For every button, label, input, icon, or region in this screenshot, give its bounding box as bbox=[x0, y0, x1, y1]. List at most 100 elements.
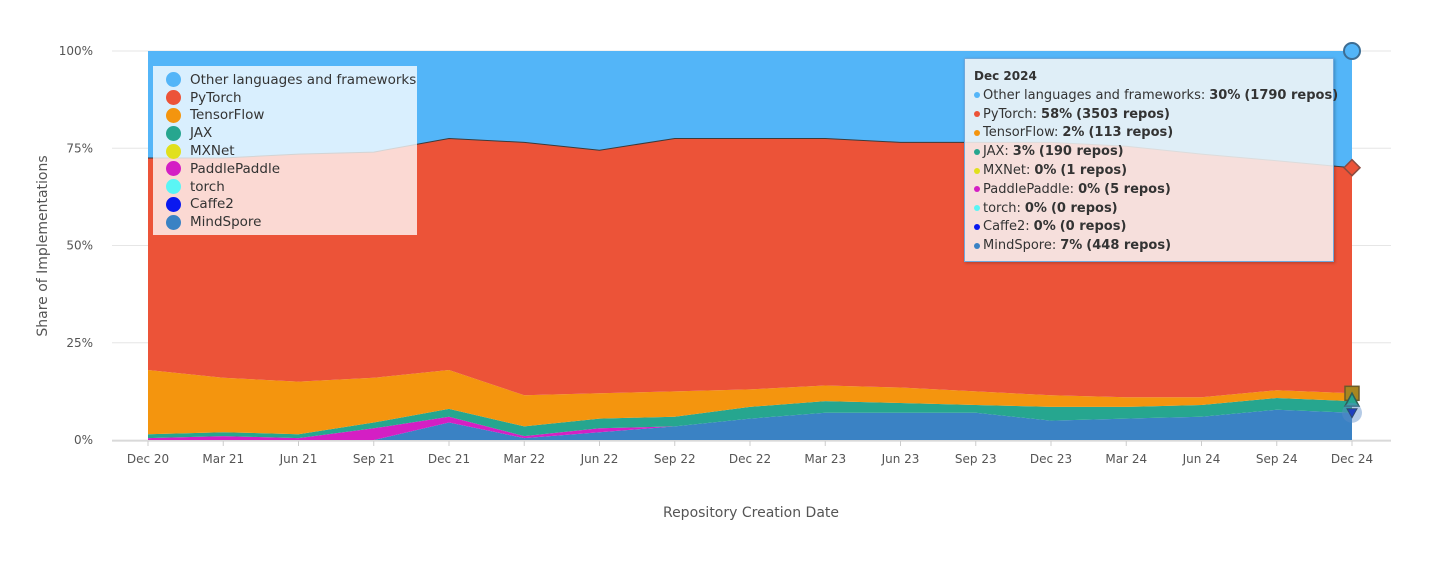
legend-label: PyTorch bbox=[190, 89, 242, 106]
tooltip-title: Dec 2024 bbox=[974, 69, 1037, 83]
x-tick-label: Jun 24 bbox=[1182, 452, 1221, 466]
x-tick-label: Mar 21 bbox=[202, 452, 244, 466]
chart-legend: Other languages and frameworks PyTorch Ten… bbox=[153, 66, 417, 235]
tooltip-repos: (448 repos) bbox=[1086, 238, 1172, 254]
tooltip-repos: (5 repos) bbox=[1104, 181, 1171, 197]
legend-item[interactable]: JAX bbox=[166, 124, 417, 142]
legend-item[interactable]: MindSpore bbox=[166, 213, 417, 231]
x-tick-label: Sep 22 bbox=[654, 452, 696, 466]
tooltip-label: Caffe2: bbox=[983, 219, 1030, 235]
tooltip-value: 0% bbox=[1078, 181, 1101, 197]
tooltip-repos: (0 repos) bbox=[1059, 219, 1127, 235]
tooltip-label: MXNet: bbox=[983, 163, 1031, 179]
x-tick-label: Jun 22 bbox=[580, 452, 619, 466]
marker-pytorch bbox=[1342, 158, 1362, 177]
x-tick-label: Jun 23 bbox=[881, 452, 920, 466]
tooltip-value: 0% bbox=[1033, 219, 1056, 235]
series-dot-icon bbox=[974, 111, 980, 118]
x-tick-label: Mar 22 bbox=[503, 452, 545, 466]
x-tick-label: Dec 22 bbox=[729, 452, 771, 466]
tooltip-label: JAX: bbox=[983, 144, 1009, 160]
x-tick-label: Dec 20 bbox=[127, 452, 169, 466]
marker-mindspore bbox=[1346, 408, 1358, 419]
x-tick-label: Sep 23 bbox=[955, 452, 997, 466]
x-axis-title: Repository Creation Date bbox=[663, 505, 839, 521]
x-tick-label: Dec 23 bbox=[1030, 452, 1072, 466]
tooltip-repos: (0 repos) bbox=[1050, 200, 1118, 216]
tooltip-label: PyTorch: bbox=[983, 106, 1038, 122]
tooltip-label: PaddlePaddle: bbox=[983, 181, 1075, 197]
x-tick-label: Sep 24 bbox=[1256, 452, 1298, 466]
tooltip-repos: (190 repos) bbox=[1038, 144, 1124, 160]
tooltip-repos: (3503 repos) bbox=[1076, 106, 1170, 122]
series-dot-icon bbox=[974, 92, 980, 99]
y-tick-label: 0% bbox=[74, 433, 93, 447]
y-tick-label: 50% bbox=[66, 239, 93, 253]
legend-label: Other languages and frameworks bbox=[190, 71, 417, 88]
tooltip-repos: (1790 repos) bbox=[1244, 87, 1339, 103]
tooltip-value: 30% bbox=[1209, 87, 1241, 103]
y-tick-label: 75% bbox=[66, 141, 93, 155]
tooltip-value: 2% bbox=[1062, 125, 1085, 141]
tooltip-row: JAX: 3% (190 repos) bbox=[974, 142, 1333, 161]
legend-item[interactable]: torch bbox=[166, 178, 417, 196]
area-series-tensorflow[interactable] bbox=[148, 370, 1352, 435]
legend-label: JAX bbox=[190, 125, 213, 142]
tooltip-label: Other languages and frameworks: bbox=[983, 87, 1206, 103]
tooltip-label: MindSpore: bbox=[983, 238, 1057, 254]
tooltip-value: 7% bbox=[1060, 238, 1083, 254]
y-tick-label: 100% bbox=[59, 44, 93, 58]
tooltip-row: MindSpore: 7% (448 repos) bbox=[974, 236, 1333, 255]
axes: 0% 25% 50% 75% 100% Dec 20 Mar 21 Jun 21 Sep 21 D… bbox=[59, 44, 1391, 466]
legend-item[interactable]: Caffe2 bbox=[166, 196, 417, 214]
hover-markers bbox=[1342, 42, 1362, 423]
area-series-jax[interactable] bbox=[148, 398, 1352, 439]
tooltip-row: PaddlePaddle: 0% (5 repos) bbox=[974, 180, 1333, 199]
legend-item[interactable]: MXNet bbox=[166, 142, 417, 160]
series-dot-icon bbox=[974, 242, 980, 249]
legend-label: MXNet bbox=[190, 143, 235, 160]
x-tick-label: Jun 21 bbox=[279, 452, 318, 466]
tooltip-row: PyTorch: 58% (3503 repos) bbox=[974, 105, 1333, 124]
x-tick-label: Mar 23 bbox=[804, 452, 846, 466]
tooltip-label: TensorFlow: bbox=[983, 125, 1059, 141]
legend-marker-icon bbox=[166, 72, 181, 88]
series-dot-icon bbox=[974, 223, 980, 230]
tooltip-row: torch: 0% (0 repos) bbox=[974, 199, 1333, 218]
legend-marker-icon bbox=[166, 107, 181, 123]
series-dot-icon bbox=[974, 186, 980, 193]
legend-marker-icon bbox=[166, 214, 181, 230]
y-tick-label: 25% bbox=[66, 336, 93, 350]
y-axis-title: Share of Implementations bbox=[35, 155, 51, 336]
area-series-paddlepaddle[interactable] bbox=[148, 409, 1352, 440]
x-tick-label: Sep 21 bbox=[353, 452, 395, 466]
legend-item[interactable]: PaddlePaddle bbox=[166, 160, 417, 178]
legend-item[interactable]: Other languages and frameworks bbox=[166, 71, 417, 89]
series-dot-icon bbox=[974, 167, 980, 174]
legend-marker-icon bbox=[166, 143, 181, 159]
tooltip-value: 0% bbox=[1024, 200, 1047, 216]
legend-label: TensorFlow bbox=[190, 107, 265, 124]
series-dot-icon bbox=[974, 205, 980, 212]
tooltip-value: 58% bbox=[1041, 106, 1073, 122]
marker-other bbox=[1343, 42, 1361, 60]
legend-marker-icon bbox=[166, 161, 181, 177]
legend-marker-icon bbox=[166, 196, 181, 212]
hover-tooltip: Dec 2024 Other languages and frameworks:… bbox=[964, 58, 1338, 262]
x-tick-label: Mar 24 bbox=[1105, 452, 1147, 466]
series-dot-icon bbox=[974, 129, 980, 136]
series-dot-icon bbox=[974, 148, 980, 155]
tooltip-row: MXNet: 0% (1 repos) bbox=[974, 161, 1333, 180]
tooltip-value: 3% bbox=[1012, 144, 1035, 160]
tooltip-repos: (1 repos) bbox=[1060, 163, 1128, 179]
tooltip-repos: (113 repos) bbox=[1088, 125, 1174, 141]
tooltip-row: Caffe2: 0% (0 repos) bbox=[974, 218, 1333, 237]
legend-label: Caffe2 bbox=[190, 196, 234, 213]
x-tick-label: Dec 21 bbox=[428, 452, 470, 466]
area-series-mindspore[interactable] bbox=[148, 409, 1352, 440]
legend-item[interactable]: PyTorch bbox=[166, 89, 417, 107]
marker-jax bbox=[1343, 391, 1361, 407]
legend-label: torch bbox=[190, 178, 225, 195]
legend-item[interactable]: TensorFlow bbox=[166, 107, 417, 125]
x-tick-label: Dec 24 bbox=[1331, 452, 1373, 466]
